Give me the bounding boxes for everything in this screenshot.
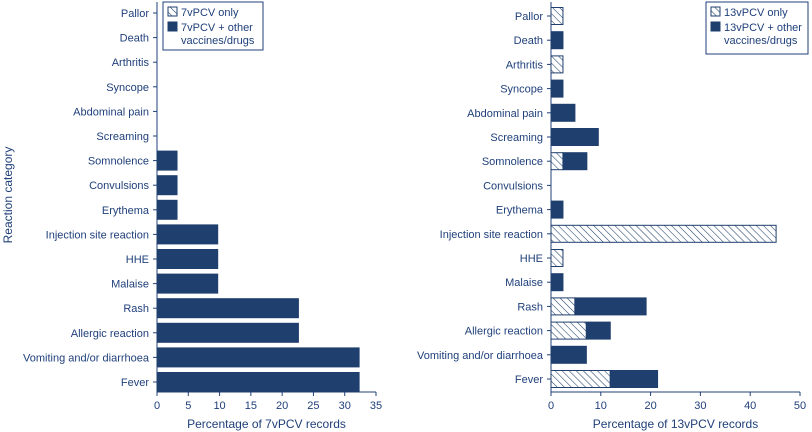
bar-hhe-7vpcv-other-vaccines-drugs bbox=[156, 249, 219, 269]
bar-hhe-13vpcv-only bbox=[550, 249, 564, 267]
bar-erythema-13vpcv-other-vaccines-drugs bbox=[550, 200, 564, 219]
category-label-arthritis: Arthritis bbox=[506, 59, 544, 71]
category-label-fever: Fever bbox=[515, 374, 543, 386]
legend-label-7vpcv-other-vaccines-drugs: 7vPCV + other vaccines/drugs bbox=[181, 22, 255, 47]
category-label-fever: Fever bbox=[121, 377, 149, 389]
bar-fever-13vpcv-other-vaccines-drugs bbox=[609, 370, 659, 388]
bar-somnolence-7vpcv-other-vaccines-drugs bbox=[156, 150, 178, 171]
category-label-erythema: Erythema bbox=[496, 205, 544, 217]
bar-pallor-13vpcv-only bbox=[550, 7, 564, 25]
bar-injection-site-reaction-13vpcv-only bbox=[550, 224, 777, 243]
x-tick-label: 40 bbox=[744, 400, 756, 412]
category-label-injection-site-reaction: Injection site reaction bbox=[46, 229, 149, 241]
legend-box bbox=[705, 1, 809, 55]
category-label-arthritis: Arthritis bbox=[112, 57, 150, 69]
y-axis-label: Reaction category bbox=[1, 147, 15, 244]
legend-swatch-7vpcv-other-vaccines-drugs bbox=[167, 21, 178, 32]
category-label-screaming: Screaming bbox=[490, 132, 543, 144]
category-label-screaming: Screaming bbox=[96, 131, 149, 143]
bar-abdominal-pain-13vpcv-other-vaccines-drugs bbox=[550, 103, 576, 122]
category-label-malaise: Malaise bbox=[111, 279, 149, 291]
category-label-allergic-reaction: Allergic reaction bbox=[71, 328, 149, 340]
x-tick-label: 0 bbox=[548, 400, 554, 412]
category-label-hhe: HHE bbox=[520, 253, 543, 265]
bar-rash-13vpcv-only bbox=[550, 297, 576, 316]
x-tick-label: 0 bbox=[154, 400, 160, 412]
bar-erythema-7vpcv-other-vaccines-drugs bbox=[156, 199, 178, 220]
category-label-abdominal-pain: Abdominal pain bbox=[73, 106, 149, 118]
chart-panel-7vpcv: Pallor Death Arthritis Syncope Abdominal pai… bbox=[23, 1, 382, 431]
x-axis-label: Percentage of 7vPCV records bbox=[187, 417, 346, 431]
legend-label-13vpcv-other-vaccines-drugs: 13vPCV + other vaccines/drugs bbox=[724, 22, 802, 47]
category-label-death: Death bbox=[514, 35, 543, 47]
bar-allergic-reaction-13vpcv-only bbox=[550, 321, 587, 340]
x-tick-label: 10 bbox=[595, 400, 607, 412]
x-tick-label: 50 bbox=[794, 400, 806, 412]
bar-somnolence-13vpcv-other-vaccines-drugs bbox=[562, 152, 588, 171]
x-tick-label: 5 bbox=[185, 400, 191, 412]
category-label-rash: Rash bbox=[123, 303, 149, 315]
bar-injection-site-reaction-7vpcv-other-vaccines-drugs bbox=[156, 224, 219, 245]
x-tick-label: 10 bbox=[213, 400, 225, 412]
bar-arthritis-13vpcv-only bbox=[550, 55, 564, 74]
category-label-somnolence: Somnolence bbox=[88, 156, 149, 168]
category-label-hhe: HHE bbox=[126, 254, 149, 266]
bar-rash-13vpcv-other-vaccines-drugs bbox=[574, 297, 647, 316]
x-tick-label: 20 bbox=[644, 400, 656, 412]
category-label-abdominal-pain: Abdominal pain bbox=[467, 108, 543, 120]
category-label-somnolence: Somnolence bbox=[482, 156, 543, 168]
category-label-pallor: Pallor bbox=[121, 8, 149, 20]
bar-allergic-reaction-13vpcv-other-vaccines-drugs bbox=[585, 321, 611, 340]
legend-box bbox=[162, 1, 264, 51]
bar-vomiting-and-or-diarrhoea-13vpcv-other-vaccines-drugs bbox=[550, 345, 587, 364]
bar-fever-13vpcv-only bbox=[550, 370, 611, 388]
bar-death-13vpcv-other-vaccines-drugs bbox=[550, 31, 564, 50]
bar-malaise-13vpcv-other-vaccines-drugs bbox=[550, 273, 564, 292]
category-label-pallor: Pallor bbox=[515, 11, 543, 23]
category-label-malaise: Malaise bbox=[505, 277, 543, 289]
legend: 7vPCV only 7vPCV + other vaccines/drugs bbox=[162, 1, 264, 51]
x-tick-label: 15 bbox=[245, 400, 257, 412]
chart-panel-13vpcv: Pallor Death Arthritis Syncope Abdominal pai… bbox=[417, 1, 809, 431]
bar-somnolence-13vpcv-only bbox=[550, 152, 564, 171]
category-label-syncope: Syncope bbox=[500, 84, 543, 96]
category-label-vomiting-and-or-diarrhoea: Vomiting and/or diarrhoea bbox=[417, 350, 544, 362]
category-label-erythema: Erythema bbox=[102, 205, 150, 217]
legend-label-13vpcv-only: 13vPCV only bbox=[724, 7, 788, 19]
x-tick-label: 35 bbox=[370, 400, 382, 412]
x-tick-label: 20 bbox=[276, 400, 288, 412]
bar-rash-7vpcv-other-vaccines-drugs bbox=[156, 298, 299, 319]
category-label-vomiting-and-or-diarrhoea: Vomiting and/or diarrhoea bbox=[23, 352, 150, 364]
bar-convulsions-7vpcv-other-vaccines-drugs bbox=[156, 175, 178, 196]
bar-malaise-7vpcv-other-vaccines-drugs bbox=[156, 273, 219, 294]
bar-allergic-reaction-7vpcv-other-vaccines-drugs bbox=[156, 322, 299, 343]
bar-fever-7vpcv-other-vaccines-drugs bbox=[156, 372, 360, 392]
legend-swatch-13vpcv-other-vaccines-drugs bbox=[710, 21, 721, 32]
category-label-death: Death bbox=[120, 33, 149, 45]
legend-swatch-7vpcv-only bbox=[167, 6, 178, 17]
legend-label-7vpcv-only: 7vPCV only bbox=[181, 7, 239, 19]
category-label-convulsions: Convulsions bbox=[483, 180, 543, 192]
x-axis-label: Percentage of 13vPCV records bbox=[593, 417, 758, 431]
legend-swatch-13vpcv-only bbox=[710, 6, 721, 17]
bar-vomiting-and-or-diarrhoea-7vpcv-other-vaccines-drugs bbox=[156, 347, 360, 368]
bar-screaming-13vpcv-other-vaccines-drugs bbox=[550, 128, 599, 146]
x-tick-label: 30 bbox=[694, 400, 706, 412]
category-label-injection-site-reaction: Injection site reaction bbox=[440, 229, 543, 241]
legend: 13vPCV only 13vPCV + other vaccines/drugs bbox=[705, 1, 809, 55]
category-label-rash: Rash bbox=[517, 301, 543, 313]
x-tick-label: 30 bbox=[339, 400, 351, 412]
category-label-allergic-reaction: Allergic reaction bbox=[465, 326, 543, 338]
category-label-syncope: Syncope bbox=[106, 82, 149, 94]
bar-syncope-13vpcv-other-vaccines-drugs bbox=[550, 79, 564, 98]
category-label-convulsions: Convulsions bbox=[89, 180, 149, 192]
x-tick-label: 25 bbox=[307, 400, 319, 412]
